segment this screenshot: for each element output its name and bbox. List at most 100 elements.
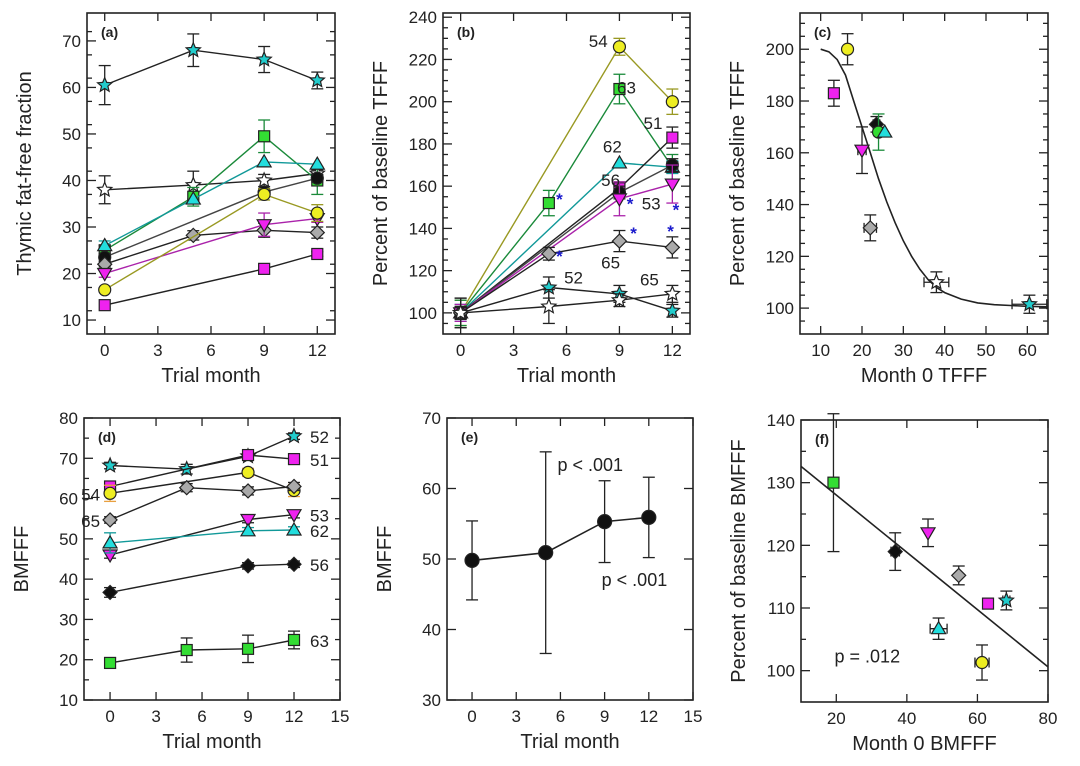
series-line [104, 253, 318, 306]
y-tick-label: 70 [59, 449, 78, 468]
y-tick-label: 10 [62, 311, 81, 330]
x-tick-label: 80 [1039, 709, 1058, 728]
data-point [309, 224, 326, 241]
series-label: 53 [310, 507, 329, 526]
data-point [178, 479, 195, 496]
data-point [240, 558, 256, 574]
point-52 [1011, 294, 1048, 314]
x-tick-label: 3 [509, 341, 518, 360]
data-point [96, 237, 113, 252]
panel-b: 0 3 6 9 12 100 120 140 160 180 200 220 240 Trial mont… [370, 8, 691, 387]
subject-annotation: 51 [643, 114, 662, 133]
y-tick-label: 50 [59, 530, 78, 549]
y-tick-label: 20 [59, 651, 78, 670]
series-line [110, 435, 295, 470]
data-point [919, 527, 937, 541]
data-point [241, 642, 255, 655]
y-tick-label: 110 [768, 599, 795, 618]
point-53 [853, 126, 871, 175]
panel-e: 0 3 6 9 12 15 30 40 50 60 70 Trial month BMFFF (e) p <… [374, 409, 702, 753]
series-label: 63 [310, 632, 329, 651]
p-value-annotation: p = .012 [835, 647, 901, 667]
y-tick-label: 10 [59, 691, 78, 710]
panel-a: 0 3 6 9 12 10 20 30 40 50 60 70 Trial month Thymic fa… [14, 12, 336, 387]
plot-frame [86, 12, 336, 335]
x-tick-label: 9 [615, 341, 624, 360]
significance-asterisk: * [627, 194, 634, 213]
data-point [286, 478, 302, 495]
data-point [950, 567, 967, 584]
data-point [311, 247, 324, 261]
x-tick-label: 30 [894, 341, 913, 360]
series-65b [452, 229, 681, 321]
data-point [256, 219, 273, 233]
y-tick-label: 100 [767, 662, 795, 681]
point-56 [887, 532, 904, 572]
y-tick-label: 120 [767, 536, 795, 555]
series-62 [96, 153, 326, 252]
p-value-annotation: p < .001 [602, 570, 668, 590]
subject-annotation: 65 [601, 254, 620, 273]
data-point [451, 303, 470, 321]
x-axis-label: Month 0 BMFFF [852, 733, 996, 755]
point-62 [929, 617, 948, 640]
data-point [538, 545, 554, 561]
series-65 [451, 284, 681, 329]
significance-asterisk: * [556, 247, 563, 266]
p-value-annotation: p < .001 [557, 455, 623, 475]
data-point [827, 87, 840, 100]
point-54 [840, 33, 855, 66]
subject-annotation: 65 [640, 270, 659, 289]
series-65: 65 [81, 478, 302, 531]
panel-label: (f) [815, 431, 829, 447]
subject-annotation: 52 [564, 268, 583, 287]
data-point [185, 190, 202, 205]
y-tick-label: 220 [409, 50, 437, 69]
series-label: 62 [310, 522, 329, 541]
y-tick-label: 240 [409, 8, 437, 27]
y-tick-label: 60 [59, 490, 78, 509]
data-point [840, 42, 855, 56]
series-line [460, 293, 673, 314]
subject-annotation: 53 [642, 194, 661, 213]
data-point [641, 509, 657, 526]
data-point [285, 509, 303, 523]
data-point [666, 131, 679, 144]
data-point [102, 584, 118, 601]
subject-annotation: 62 [603, 137, 622, 156]
x-tick-label: 12 [663, 341, 682, 360]
series-line [109, 485, 295, 521]
y-tick-label: 120 [766, 247, 794, 266]
x-axis-label: Trial month [162, 731, 261, 753]
y-axis-label: Thymic fat-free fraction [14, 71, 36, 276]
y-tick-label: 200 [409, 93, 437, 112]
data-point [102, 512, 118, 528]
data-point [611, 193, 628, 208]
significance-asterisk: * [673, 201, 680, 220]
x-tick-label: 6 [206, 341, 215, 360]
data-point [309, 156, 326, 170]
series-label: 54 [81, 485, 100, 504]
series-line [109, 471, 295, 494]
series-line [109, 563, 295, 594]
y-tick-label: 140 [767, 411, 795, 430]
data-point [286, 556, 302, 573]
y-tick-label: 80 [59, 409, 78, 428]
x-tick-label: 15 [684, 707, 703, 726]
series-53 [452, 164, 681, 322]
data-point [663, 284, 681, 302]
series-label: 56 [310, 556, 329, 575]
data-point [930, 620, 947, 635]
data-point [258, 130, 271, 143]
data-point [241, 448, 255, 462]
data-point [1020, 295, 1038, 312]
y-axis-label: Percent of baseline TFFF [370, 61, 392, 286]
series-line [471, 516, 649, 562]
panel-label: (c) [814, 24, 831, 40]
data-point [255, 171, 273, 188]
panel-label: (b) [457, 24, 475, 40]
x-tick-label: 0 [456, 341, 465, 360]
subject-annotation: 54 [589, 32, 608, 51]
data-point [103, 486, 117, 500]
point-52 [997, 590, 1015, 611]
